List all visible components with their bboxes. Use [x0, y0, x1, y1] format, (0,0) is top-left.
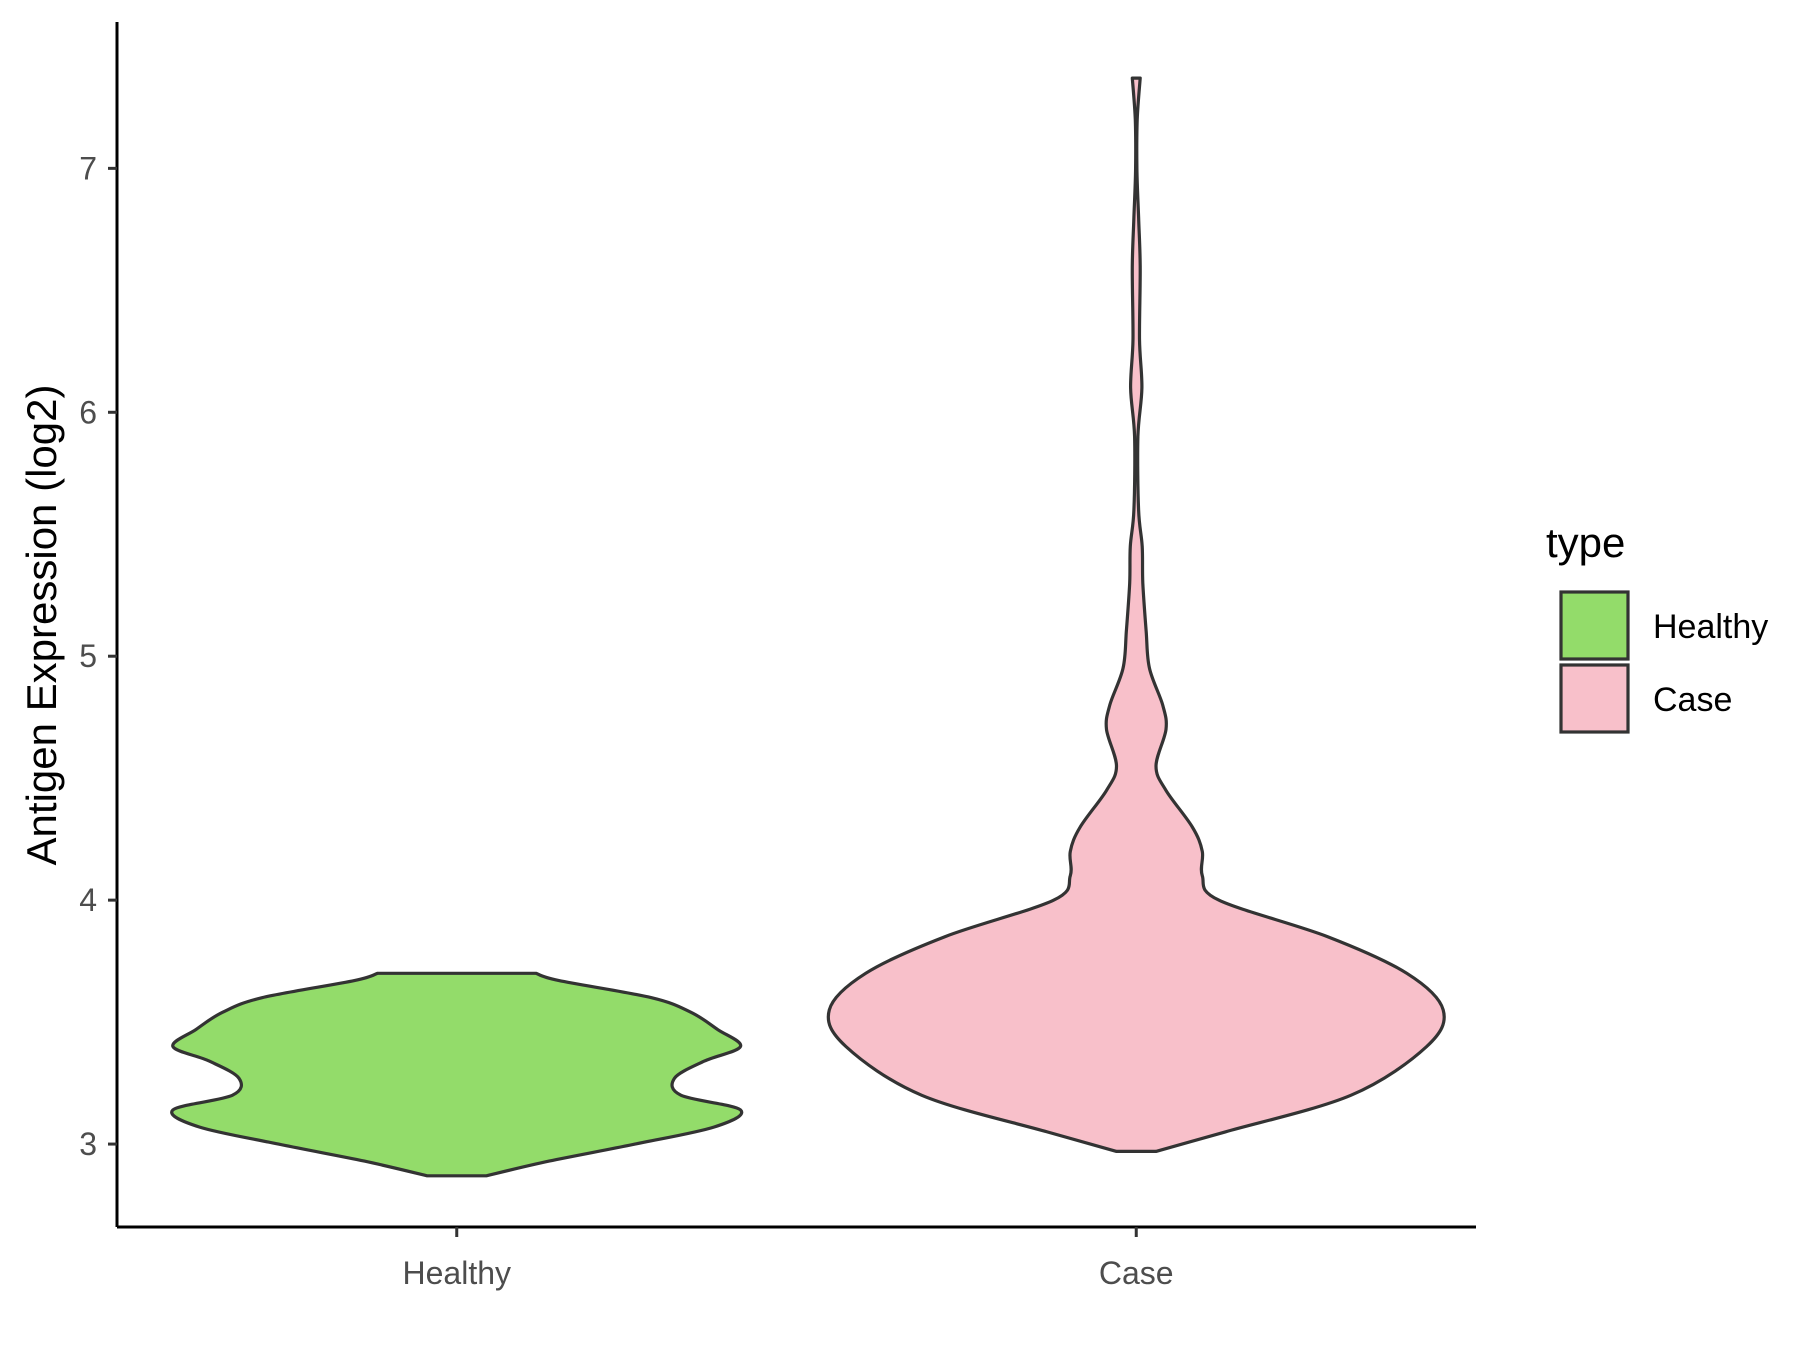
y-tick-label: 7: [79, 150, 97, 186]
violins-layer: [170, 76, 1446, 1178]
legend: type Healthy Case: [1546, 519, 1768, 734]
x-tick-label: Case: [1099, 1255, 1174, 1291]
legend-swatch-healthy: [1559, 590, 1630, 661]
x-tick-label: Healthy: [403, 1255, 512, 1291]
y-tick-label: 3: [79, 1126, 97, 1162]
legend-title: type: [1546, 519, 1625, 566]
legend-label-case: Case: [1653, 681, 1732, 719]
y-tick-label: 5: [79, 638, 97, 674]
violin-case: [826, 76, 1446, 1153]
violin-healthy: [170, 971, 744, 1178]
y-tick-label: 6: [79, 394, 97, 430]
legend-label-healthy: Healthy: [1653, 608, 1768, 646]
legend-swatch-case: [1559, 663, 1630, 734]
y-axis-title: Antigen Expression (log2): [18, 385, 65, 866]
x-axis-ticks: Healthy Case: [403, 1227, 1174, 1291]
y-axis-ticks: 3 4 5 6 7: [79, 150, 117, 1162]
y-tick-label: 4: [79, 882, 97, 918]
